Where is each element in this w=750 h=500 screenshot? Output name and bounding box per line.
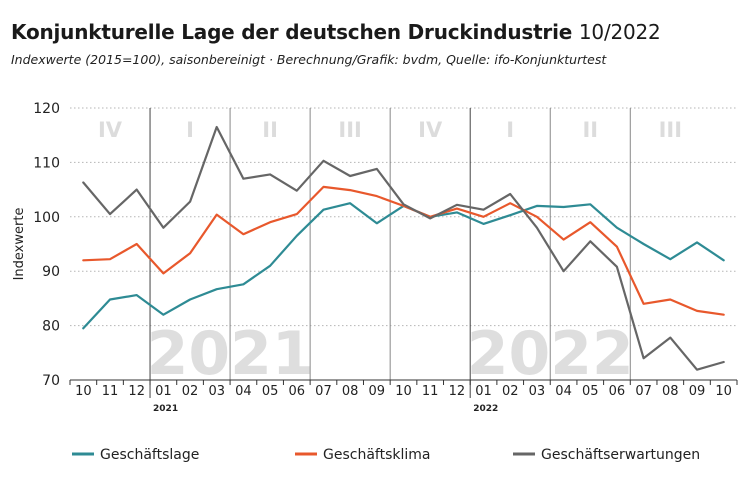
x-tick-label: 08 (342, 384, 359, 399)
x-tick-label: 11 (102, 384, 119, 399)
x-tick-label: 02 (182, 384, 199, 399)
x-tick-label: 10 (395, 384, 412, 399)
legend-label: Geschäftserwartungen (541, 447, 700, 463)
y-tick-label: 100 (33, 210, 60, 226)
quarter-label: IV (98, 118, 123, 142)
chart-title: Konjunkturelle Lage der deutschen Drucki… (11, 20, 661, 44)
series-line-geschäftslage (82, 202, 725, 330)
y-tick-label: 70 (42, 373, 60, 389)
legend-label: Geschäftslage (100, 447, 199, 463)
x-tick-label: 03 (529, 384, 546, 399)
y-tick-label: 120 (33, 101, 60, 117)
x-tick-label: 01 (155, 384, 172, 399)
title-main: Konjunkturelle Lage der deutschen Drucki… (11, 20, 573, 44)
x-tick-label: 04 (235, 384, 252, 399)
x-tick-label: 05 (582, 384, 599, 399)
x-tick-label: 01 (475, 384, 492, 399)
x-tick-label: 10 (75, 384, 92, 399)
x-tick-label: 07 (635, 384, 652, 399)
quarter-label: I (186, 118, 194, 142)
x-tick-label: 11 (422, 384, 439, 399)
y-tick-label: 110 (33, 155, 60, 171)
quarter-label: II (582, 118, 598, 142)
x-tick-label: 06 (609, 384, 626, 399)
series-line-geschäftserwartungen (82, 125, 725, 371)
x-tick-label: 08 (662, 384, 679, 399)
chart-subtitle: Indexwerte (2015=100), saisonbereinigt ·… (11, 52, 607, 67)
x-year-label: 2022 (473, 404, 498, 414)
x-tick-label: 03 (208, 384, 225, 399)
x-tick-label: 12 (449, 384, 466, 399)
x-tick-label: 02 (502, 384, 519, 399)
x-tick-label: 06 (289, 384, 306, 399)
quarter-label: II (262, 118, 278, 142)
x-tick-label: 09 (689, 384, 706, 399)
y-tick-label: 80 (42, 319, 60, 335)
x-tick-label: 05 (262, 384, 279, 399)
y-axis-label: Indexwerte (12, 208, 27, 281)
y-tick-label: 90 (42, 264, 60, 280)
quarter-label: I (506, 118, 514, 142)
series-line-geschäftsklima (82, 185, 725, 316)
x-tick-label: 12 (128, 384, 145, 399)
quarter-label: IV (418, 118, 443, 142)
x-tick-label: 09 (369, 384, 386, 399)
title-suffix: 10/2022 (578, 20, 661, 44)
quarter-label: III (338, 118, 361, 142)
x-tick-label: 10 (715, 384, 732, 399)
quarter-label: III (659, 118, 682, 142)
x-year-label: 2021 (153, 404, 178, 414)
legend-label: Geschäftsklima (323, 447, 430, 463)
x-tick-label: 07 (315, 384, 332, 399)
x-tick-label: 04 (555, 384, 572, 399)
